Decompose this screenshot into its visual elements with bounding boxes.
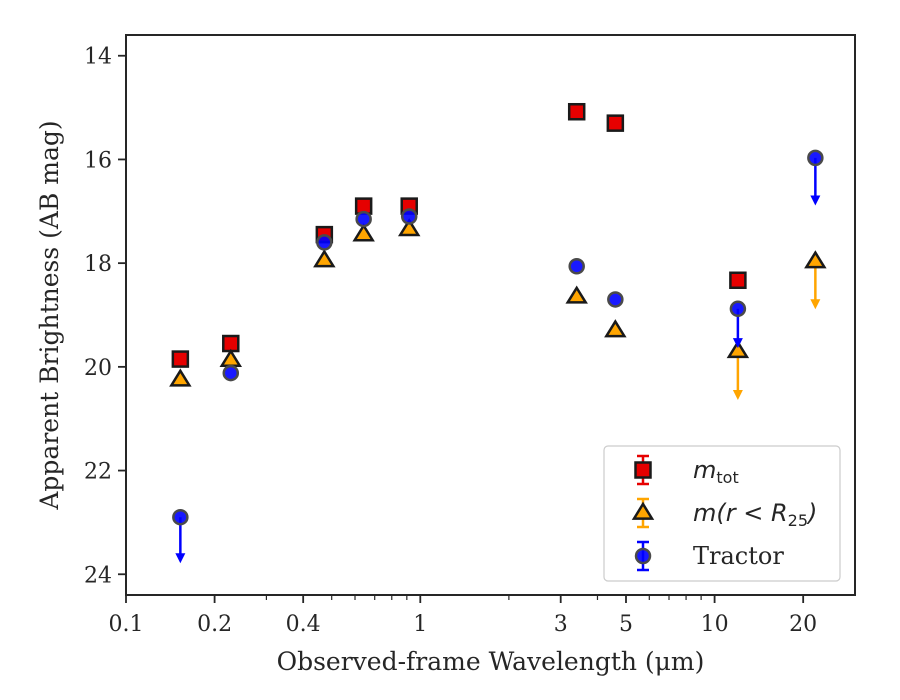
y-axis-label: Apparent Brightness (AB mag) <box>35 120 64 510</box>
plot-frame <box>125 34 856 596</box>
point-circle <box>222 364 240 382</box>
square-marker <box>729 271 747 290</box>
upper-limit-arrow-head <box>732 389 743 400</box>
legend-triangle-marker <box>631 501 655 520</box>
x-tick-label: 20 <box>789 612 817 637</box>
circle-marker <box>607 291 624 308</box>
point-triangle <box>604 319 627 338</box>
axis-ticks: 0.1 0.2 0.4 1 3 5 10 20 14 16 18 20 22 24 <box>84 45 817 637</box>
point-triangle <box>313 249 336 268</box>
y-tick-label: 24 <box>84 563 112 588</box>
upper-limit-arrow-head <box>175 553 186 564</box>
point-triangle <box>169 368 192 387</box>
point-square <box>567 102 586 121</box>
triangle-marker <box>352 223 375 242</box>
circle-marker <box>222 364 240 382</box>
x-tick-label: 5 <box>619 612 633 637</box>
point-circle <box>729 300 747 349</box>
x-axis-label: Observed-frame Wavelength (μm) <box>277 647 705 676</box>
y-tick-label: 14 <box>84 45 112 70</box>
x-tick-label: 0.2 <box>197 612 232 637</box>
point-circle <box>400 208 418 225</box>
point-square <box>171 350 190 368</box>
triangle-marker <box>397 218 421 237</box>
legend-entry: Tractor <box>634 540 784 572</box>
x-tick-label: 0.4 <box>286 612 321 637</box>
point-square <box>729 271 747 290</box>
circle-marker <box>568 258 585 275</box>
triangle-marker <box>169 368 192 387</box>
legend-entry: m(r < R25) <box>631 497 817 530</box>
triangle-marker <box>804 250 827 269</box>
upper-limit-arrow-head <box>810 195 821 206</box>
legend-label: m(r < R25) <box>693 499 817 530</box>
legend-circle-marker <box>634 547 652 565</box>
point-circle <box>568 258 585 275</box>
circle-marker <box>729 300 747 318</box>
triangle-marker <box>565 285 588 304</box>
point-square <box>606 114 625 132</box>
point-circle <box>807 149 824 206</box>
circle-marker <box>807 149 824 167</box>
x-tick-label: 0.1 <box>109 612 144 637</box>
point-circle <box>316 234 333 251</box>
triangle-marker <box>604 319 627 338</box>
point-triangle <box>804 250 827 310</box>
legend-label: Tractor <box>693 542 784 570</box>
data-points <box>169 102 827 564</box>
circle-marker <box>400 208 418 225</box>
triangle-marker <box>313 249 336 268</box>
square-marker <box>567 102 586 121</box>
square-marker <box>606 114 625 132</box>
y-tick-label: 22 <box>84 460 112 485</box>
point-triangle <box>565 285 588 304</box>
y-tick-label: 16 <box>84 148 112 173</box>
point-triangle <box>726 339 750 400</box>
x-tick-label: 10 <box>701 612 729 637</box>
upper-limit-arrow-head <box>810 299 821 310</box>
circle-marker <box>316 234 333 251</box>
point-triangle <box>397 218 421 237</box>
legend: mtot m(r < R25) Tractor <box>603 445 841 582</box>
triangle-marker <box>726 339 750 359</box>
circle-marker <box>172 508 189 526</box>
legend-label: mtot <box>693 456 739 487</box>
y-tick-label: 18 <box>84 252 112 277</box>
point-circle <box>355 210 372 228</box>
upper-limit-arrow-head <box>732 338 743 349</box>
point-triangle <box>352 223 375 242</box>
legend-entry: mtot <box>634 454 739 487</box>
legend-box <box>603 445 841 582</box>
y-tick-label: 20 <box>84 356 112 381</box>
point-circle <box>172 508 189 564</box>
point-circle <box>607 291 624 308</box>
legend-square-marker <box>634 461 652 479</box>
circle-marker <box>355 210 372 228</box>
x-tick-label: 3 <box>554 612 568 637</box>
x-tick-label: 1 <box>413 612 427 637</box>
square-marker <box>171 350 190 368</box>
